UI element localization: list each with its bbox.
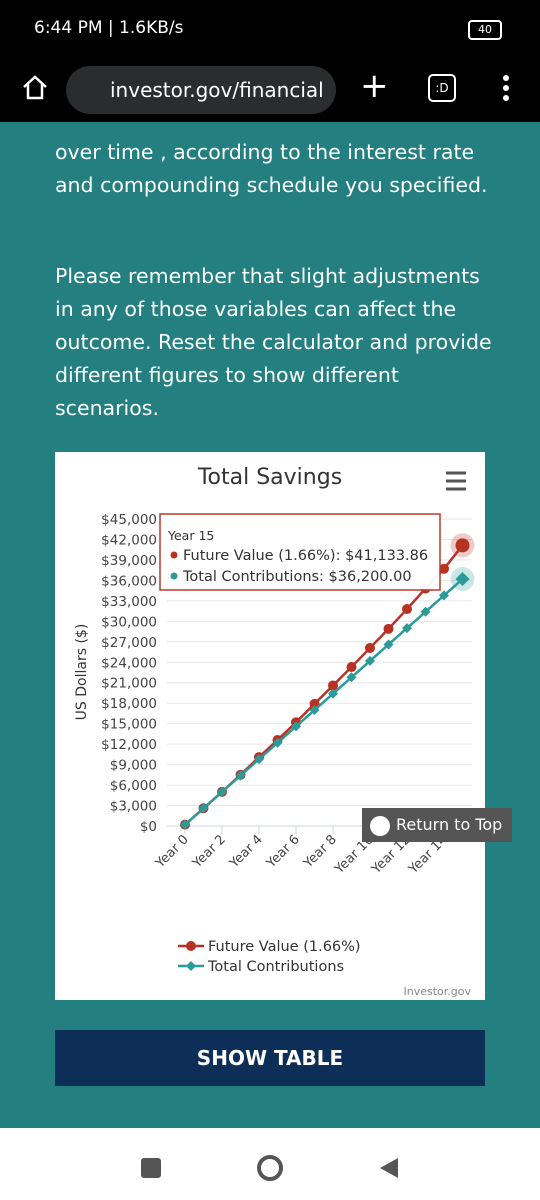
data-point bbox=[402, 604, 412, 615]
data-point bbox=[402, 623, 412, 634]
legend-label: Future Value (1.66%) bbox=[208, 939, 361, 955]
tooltip-dot bbox=[170, 551, 178, 559]
tooltip-line: Future Value (1.66%): $41,133.86 bbox=[183, 548, 428, 564]
y-tick-label: $15,000 bbox=[101, 717, 157, 733]
tab-count[interactable]: :D bbox=[428, 74, 456, 102]
y-tick-label: $30,000 bbox=[101, 614, 157, 630]
data-point bbox=[365, 655, 375, 666]
return-to-top-button[interactable]: Return to Top bbox=[362, 808, 512, 842]
data-point bbox=[455, 572, 470, 587]
data-point bbox=[217, 786, 227, 797]
paragraph: Please remember that slight adjustments … bbox=[55, 264, 492, 420]
url-bar[interactable]: investor.gov/financial bbox=[66, 66, 336, 114]
x-tick-label: Year 2 bbox=[189, 832, 229, 872]
tooltip-box bbox=[159, 513, 441, 591]
legend-marker bbox=[186, 961, 196, 971]
y-tick-label: $6,000 bbox=[110, 778, 157, 794]
data-point bbox=[365, 642, 375, 653]
y-tick-label: $0 bbox=[140, 819, 157, 835]
battery: 40 bbox=[468, 20, 502, 40]
x-tick-label: Year 6 bbox=[263, 832, 303, 872]
status-time: 6:44 PM | 1.6KB/s bbox=[34, 18, 184, 38]
legend-label: Total Contributions bbox=[207, 959, 344, 975]
data-point bbox=[254, 754, 264, 765]
data-point bbox=[455, 538, 470, 553]
y-tick-label: $42,000 bbox=[101, 532, 157, 548]
y-tick-label: $36,000 bbox=[101, 573, 157, 589]
y-tick-label: $45,000 bbox=[101, 512, 157, 528]
data-point bbox=[309, 705, 320, 716]
data-point bbox=[235, 770, 246, 781]
data-point bbox=[383, 623, 394, 634]
x-tick-label: Year 0 bbox=[152, 832, 192, 872]
data-point bbox=[346, 662, 357, 673]
y-tick-label: $18,000 bbox=[101, 696, 157, 712]
data-point bbox=[180, 819, 190, 830]
menu[interactable] bbox=[500, 72, 512, 106]
y-tick-label: $27,000 bbox=[101, 635, 157, 651]
y-tick-label: $33,000 bbox=[101, 594, 157, 610]
home-button[interactable] bbox=[257, 1155, 283, 1181]
x-tick-label: Year 4 bbox=[226, 832, 266, 872]
browser-bar: investor.gov/financial + :D bbox=[0, 60, 540, 122]
data-point bbox=[291, 721, 301, 732]
y-tick-label: $39,000 bbox=[101, 553, 157, 569]
y-tick-label: $9,000 bbox=[110, 758, 157, 774]
tooltip-title: Year 15 bbox=[167, 528, 214, 543]
back-button[interactable] bbox=[378, 1156, 400, 1180]
data-point bbox=[439, 590, 449, 601]
chart: Total Savings US Dollars ($) $0 $3,000 $6,00… bbox=[74, 465, 475, 998]
paragraph: over time , according to the interest ra… bbox=[55, 140, 488, 197]
export-menu bbox=[446, 471, 466, 491]
tooltip-line: Total Contributions: $36,200.00 bbox=[182, 569, 412, 585]
data-point bbox=[346, 672, 357, 683]
new-tab[interactable]: + bbox=[360, 66, 389, 106]
chart-title: Total Savings bbox=[197, 465, 342, 490]
data-point bbox=[272, 737, 283, 748]
data-point bbox=[439, 563, 449, 574]
return-to-top-label: Return to Top bbox=[396, 815, 503, 834]
tooltip-dot bbox=[170, 572, 178, 580]
y-tick-label: $3,000 bbox=[110, 799, 157, 815]
chart-card: Total Savings US Dollars ($) $0 $3,000 $6,00… bbox=[55, 452, 485, 1000]
y-axis-title: US Dollars ($) bbox=[74, 624, 90, 721]
credits: Investor.gov bbox=[404, 985, 472, 998]
legend-marker bbox=[186, 941, 196, 951]
home-icon[interactable] bbox=[20, 72, 50, 102]
show-table-button[interactable]: SHOW TABLE bbox=[55, 1030, 485, 1086]
data-point bbox=[198, 803, 209, 814]
status-bar: 6:44 PM | 1.6KB/s 40 bbox=[0, 0, 540, 60]
data-point bbox=[420, 606, 431, 617]
url-text: investor.gov/financial bbox=[110, 78, 324, 102]
series-line bbox=[184, 578, 464, 826]
data-point bbox=[383, 639, 394, 650]
y-tick-label: $12,000 bbox=[101, 737, 157, 753]
data-point bbox=[328, 680, 338, 691]
recents-button[interactable] bbox=[141, 1158, 161, 1178]
data-point bbox=[328, 688, 338, 699]
y-tick-label: $24,000 bbox=[101, 655, 157, 671]
nav-bar bbox=[0, 1128, 540, 1200]
y-tick-label: $21,000 bbox=[101, 676, 157, 692]
